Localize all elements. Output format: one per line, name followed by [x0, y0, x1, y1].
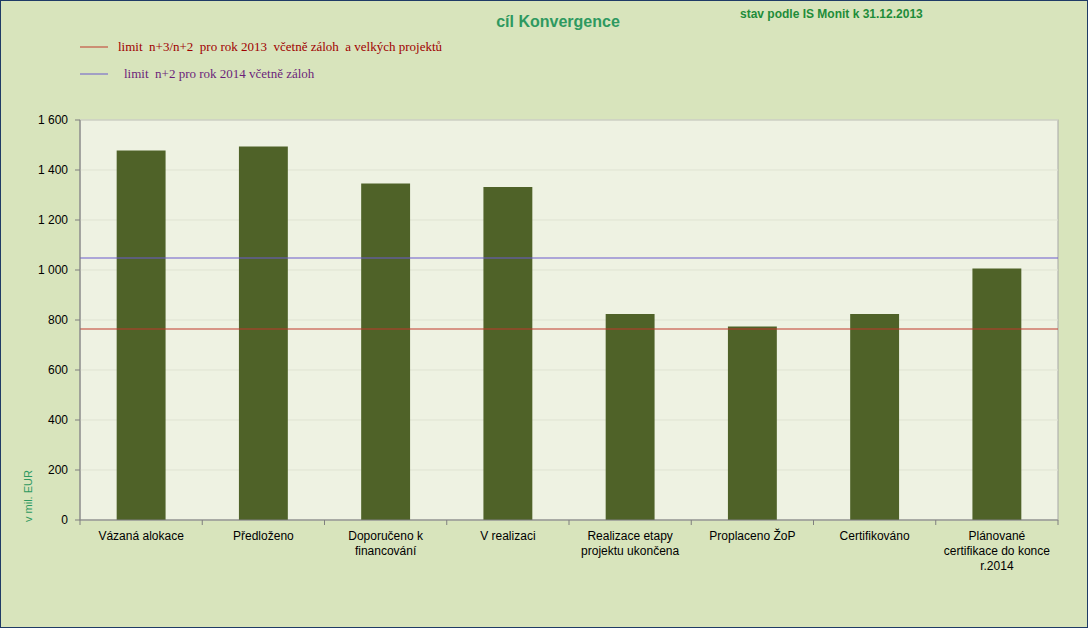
- grid-line: [80, 220, 1058, 221]
- bar: [972, 269, 1021, 521]
- x-tick-label-line: Proplaceno ŽoP: [709, 528, 795, 543]
- x-tick-label: V realizaci: [480, 529, 535, 543]
- x-tick-label-line: Realizace etapy: [587, 529, 672, 543]
- y-tick-label: 1 200: [38, 213, 68, 227]
- x-tick-label-line: financování: [355, 544, 417, 558]
- x-tick-label: Proplaceno ŽoP: [709, 528, 795, 543]
- y-tick: [75, 420, 80, 421]
- bar: [239, 147, 288, 521]
- grid-line: [80, 420, 1058, 421]
- limit-line: [80, 329, 1058, 330]
- x-tick-label: Certifikováno: [840, 529, 910, 543]
- x-tick-label-line: Certifikováno: [840, 529, 910, 543]
- x-tick: [1058, 520, 1059, 525]
- y-tick: [75, 220, 80, 221]
- x-tick: [813, 520, 814, 525]
- x-tick-label-line: V realizaci: [480, 529, 535, 543]
- y-tick-label: 0: [61, 513, 68, 527]
- y-tick: [75, 320, 80, 321]
- x-tick-label: Předloženo: [233, 529, 294, 543]
- grid-line: [80, 170, 1058, 171]
- y-axis: [80, 120, 81, 520]
- bar: [361, 184, 410, 521]
- y-tick-label: 200: [48, 463, 68, 477]
- grid-line: [80, 470, 1058, 471]
- x-tick-label-line: projektu ukončena: [581, 544, 679, 558]
- y-tick: [75, 370, 80, 371]
- grid-line: [80, 370, 1058, 371]
- grid-line: [80, 120, 1058, 121]
- title: cíl Konvergence: [496, 13, 620, 30]
- y-tick-label: 1 400: [38, 163, 68, 177]
- x-tick-label-line: Doporučeno k: [348, 529, 424, 543]
- x-tick-label-line: r.2014: [980, 559, 1014, 573]
- x-tick-label: Vázaná alokace: [98, 529, 184, 543]
- x-tick: [446, 520, 447, 525]
- bar: [728, 327, 777, 521]
- x-tick-label-line: Předloženo: [233, 529, 294, 543]
- bar: [483, 187, 532, 520]
- grid-line: [80, 270, 1058, 271]
- x-tick-label: Doporučeno kfinancování: [348, 529, 424, 558]
- y-tick: [75, 270, 80, 271]
- background: [1, 1, 1088, 628]
- x-tick: [324, 520, 325, 525]
- x-tick-label-line: Vázaná alokace: [98, 529, 184, 543]
- legend-swatch: [80, 47, 108, 48]
- limit-line: [80, 258, 1058, 259]
- y-tick-label: 1 000: [38, 263, 68, 277]
- y-tick-label: 600: [48, 363, 68, 377]
- bar: [606, 314, 655, 520]
- y-tick-label: 800: [48, 313, 68, 327]
- legend-label: limit n+2 pro rok 2014 včetně záloh: [124, 66, 315, 81]
- y-tick: [75, 470, 80, 471]
- subtitle: stav podle IS Monit k 31.12.2013: [740, 7, 923, 21]
- x-tick: [569, 520, 570, 525]
- x-tick-label-line: certifikace do konce: [944, 544, 1050, 558]
- y-axis-label: v mil. EUR: [22, 470, 34, 522]
- y-tick: [75, 170, 80, 171]
- y-tick-label: 1 600: [38, 113, 68, 127]
- bar: [850, 314, 899, 520]
- y-tick: [75, 120, 80, 121]
- x-tick-label-line: Plánované: [969, 529, 1026, 543]
- marks: [80, 147, 1058, 521]
- x-tick-label: Realizace etapyprojektu ukončena: [581, 529, 679, 558]
- x-tick-label: Plánovanécertifikace do koncer.2014: [944, 529, 1050, 573]
- x-tick: [80, 520, 81, 525]
- bar: [117, 151, 166, 521]
- x-tick: [935, 520, 936, 525]
- legend-label: limit n+3/n+2 pro rok 2013 včetně záloh …: [118, 39, 443, 54]
- chart: 0 200 400 600 800 1 000 1 200 1 400 1 600 Vázaná …: [0, 0, 1088, 628]
- y-tick-label: 400: [48, 413, 68, 427]
- plot-area: [80, 120, 1058, 520]
- x-tick: [202, 520, 203, 525]
- legend-swatch: [80, 74, 108, 75]
- y-tick: [75, 520, 80, 521]
- x-tick: [691, 520, 692, 525]
- grid-line: [80, 320, 1058, 321]
